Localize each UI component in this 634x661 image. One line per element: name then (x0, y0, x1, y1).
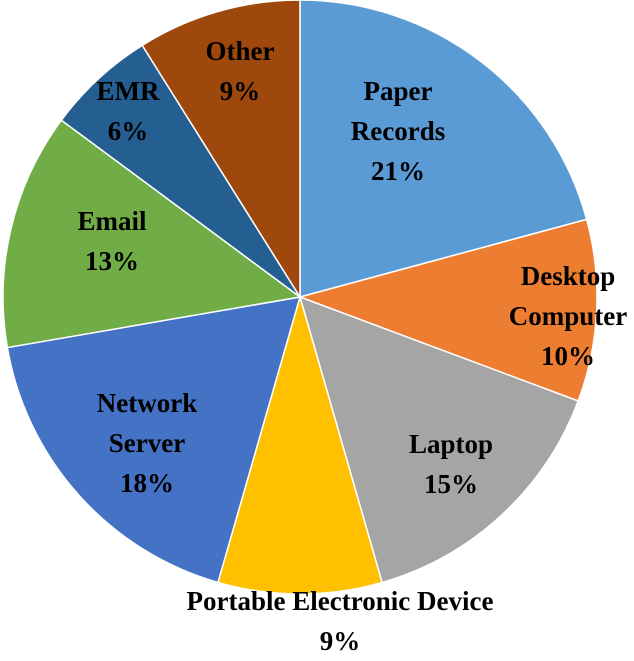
slice-label-other: Other 9% (206, 36, 275, 106)
pie-slice-paper-records (299, 0, 588, 298)
slice-label-emr: EMR 6% (97, 76, 160, 146)
pie-slice-network-server (6, 296, 302, 584)
slice-category-label: Network (97, 388, 197, 418)
slice-category-label: Computer (509, 301, 627, 331)
slice-percent-label: 15% (424, 469, 478, 499)
pie-slice-email (2, 119, 302, 349)
slice-category-label: Other (206, 36, 275, 66)
slice-label-paper-records: Paper Records 21% (351, 76, 445, 186)
slice-percent-label: 6% (108, 116, 149, 146)
slice-percent-label: 13% (85, 246, 139, 276)
slice-category-label: Portable Electronic Device (187, 586, 494, 616)
pie-slices (2, 0, 598, 595)
slice-label-email: Email 13% (77, 206, 147, 276)
slice-category-label: Server (109, 428, 185, 458)
pie-slice-desktop-computer (297, 218, 598, 402)
slice-percent-label: 9% (220, 76, 261, 106)
pie-slice-portable-electronic-device (217, 294, 383, 595)
pie-slice-laptop (298, 295, 580, 584)
slice-label-network-server: Network Server 18% (97, 388, 197, 498)
slice-category-label: Paper (364, 76, 433, 106)
slice-label-laptop: Laptop 15% (409, 429, 493, 499)
pie-slice-other (141, 0, 301, 300)
slice-percent-label: 18% (120, 468, 174, 498)
pie-labels: Paper Records 21% Desktop Computer 10% Laptop 1… (77, 36, 627, 656)
slice-category-label: Desktop (521, 261, 616, 291)
slice-category-label: Laptop (409, 429, 493, 459)
slice-percent-label: 9% (320, 626, 361, 656)
slice-percent-label: 21% (371, 156, 425, 186)
slice-label-portable-electronic-device: Portable Electronic Device 9% (187, 586, 494, 656)
slice-label-desktop-computer: Desktop Computer 10% (509, 261, 627, 371)
slice-category-label: EMR (97, 76, 160, 106)
slice-percent-label: 10% (541, 341, 595, 371)
slice-category-label: Records (351, 116, 445, 146)
slice-category-label: Email (77, 206, 147, 236)
